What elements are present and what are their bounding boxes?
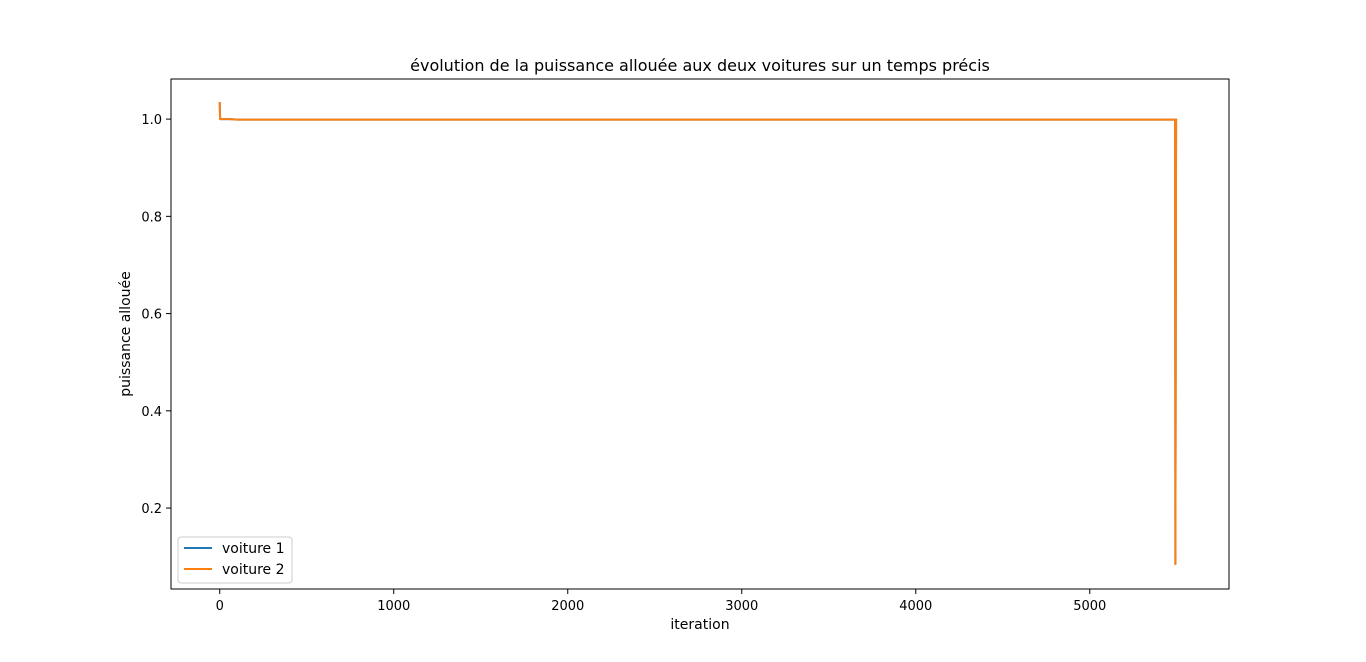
- axes-frame: [170, 78, 1230, 590]
- y-tick-label: 0.6: [141, 308, 162, 323]
- x-tick-label: 1000: [377, 599, 410, 614]
- legend: voiture 1 voiture 2: [177, 536, 293, 584]
- y-axis-label: puissance allouée: [118, 271, 134, 396]
- x-tick-label: 0: [216, 599, 224, 614]
- x-axis-label: iteration: [670, 617, 729, 633]
- x-tick-label: 5000: [1073, 599, 1106, 614]
- axes-layer: 0 1000 2000 3000 4000 5000 0.2 0.4 0.6 0.8 1.0: [141, 78, 1230, 614]
- x-tick-label: 2000: [551, 599, 584, 614]
- legend-label-voiture-2: voiture 2: [222, 562, 285, 578]
- x-tick-label: 4000: [899, 599, 932, 614]
- plot-area: [171, 79, 1229, 589]
- plot-background: [171, 79, 1229, 589]
- y-tick-label: 1.0: [141, 113, 162, 128]
- x-tick-label: 3000: [725, 599, 758, 614]
- y-tick-label: 0.4: [141, 405, 162, 420]
- series-line-voiture-2: [218, 102, 1178, 565]
- series-layer: [218, 102, 1178, 565]
- chart-title: évolution de la puissance allouée aux de…: [410, 56, 990, 75]
- y-tick-label: 0.8: [141, 210, 162, 225]
- legend-label-voiture-1: voiture 1: [222, 541, 285, 557]
- y-tick-label: 0.2: [141, 502, 162, 517]
